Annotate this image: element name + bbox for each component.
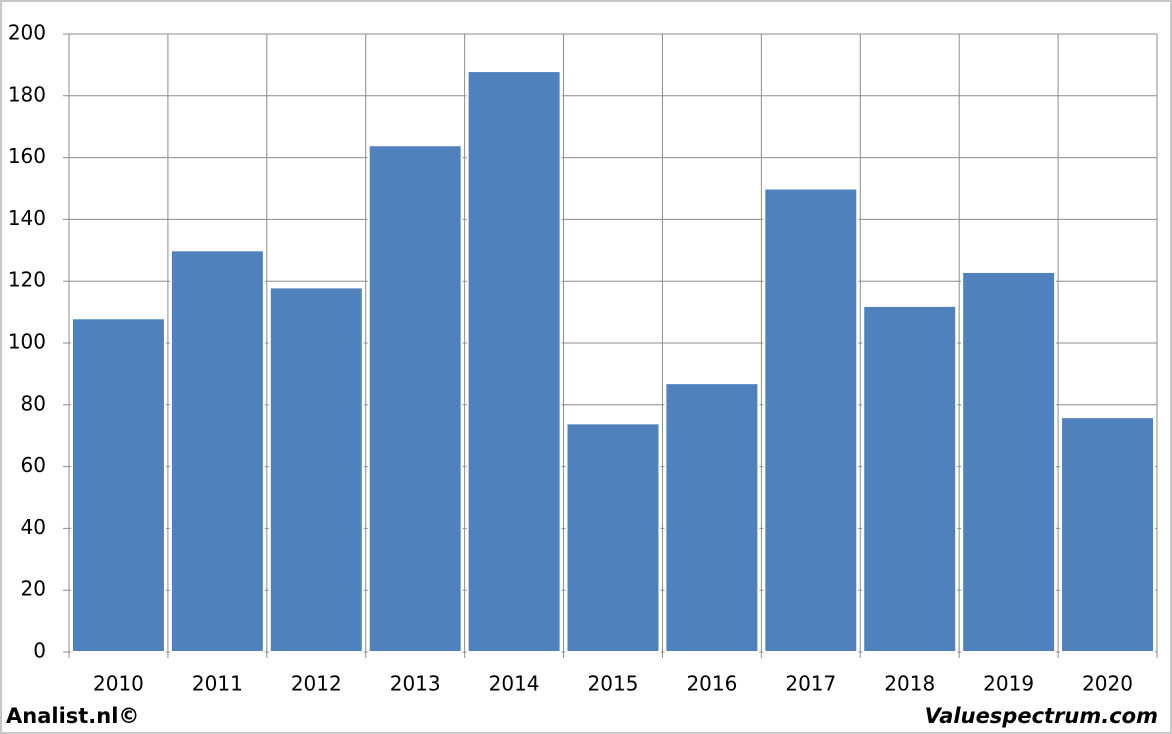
x-tick-label: 2010 [93, 672, 144, 696]
bar [268, 286, 364, 653]
x-tick-label: 2019 [983, 672, 1034, 696]
y-tick-label: 200 [8, 21, 46, 45]
bar [763, 187, 859, 653]
bar [565, 422, 661, 653]
bar [862, 304, 958, 653]
y-tick-label: 0 [33, 639, 46, 663]
x-tick-label: 2013 [390, 672, 441, 696]
y-tick-label: 180 [8, 82, 46, 106]
y-tick-label: 140 [8, 206, 46, 230]
bar [169, 249, 265, 654]
footer-right: Valuespectrum.com [925, 704, 1158, 728]
x-tick-label: 2012 [291, 672, 342, 696]
x-tick-label: 2014 [489, 672, 540, 696]
x-tick-label: 2011 [192, 672, 243, 696]
y-tick-label: 20 [21, 577, 46, 601]
y-tick-label: 40 [21, 515, 46, 539]
y-tick-label: 120 [8, 268, 46, 292]
x-tick-label: 2018 [884, 672, 935, 696]
bar [367, 144, 463, 654]
y-tick-label: 80 [21, 391, 46, 415]
x-tick-label: 2017 [785, 672, 836, 696]
x-tick-label: 2020 [1082, 672, 1133, 696]
bar [664, 382, 760, 653]
bar [466, 70, 562, 653]
y-tick-label: 160 [8, 144, 46, 168]
bar [70, 317, 166, 653]
bar [961, 270, 1057, 653]
footer-left: Analist.nl© [6, 704, 139, 728]
bar [1060, 416, 1156, 653]
y-tick-label: 100 [8, 330, 46, 354]
x-tick-label: 2015 [588, 672, 639, 696]
y-tick-label: 60 [21, 453, 46, 477]
x-tick-label: 2016 [686, 672, 737, 696]
